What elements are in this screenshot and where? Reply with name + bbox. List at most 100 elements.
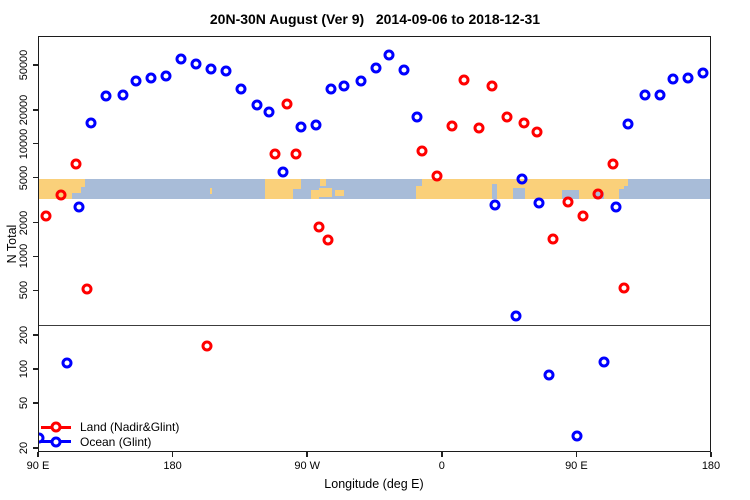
- x-axis-title: Longitude (deg E): [324, 477, 424, 491]
- land-segment: [415, 185, 422, 199]
- legend: Land (Nadir&Glint) Ocean (Glint): [41, 420, 179, 449]
- data-point-land: [201, 340, 212, 352]
- data-point-ocean: [235, 83, 247, 95]
- data-point-land: [281, 98, 293, 110]
- reference-line: [39, 324, 710, 327]
- land-segment: [593, 178, 605, 192]
- land-segment: [210, 187, 213, 194]
- y-tick-mark: [33, 64, 38, 66]
- legend-label-ocean: Ocean (Glint): [80, 434, 152, 449]
- data-point-ocean: [571, 430, 583, 442]
- data-point-ocean: [325, 83, 337, 95]
- legend-circle-icon: [50, 421, 62, 433]
- x-tick-label: 0: [438, 460, 445, 472]
- data-point-ocean: [516, 173, 528, 185]
- data-point-land: [518, 117, 530, 129]
- data-point-ocean: [355, 75, 367, 87]
- land-segment: [578, 178, 594, 199]
- data-point-ocean: [510, 310, 522, 322]
- x-tick-mark: [37, 452, 39, 457]
- land-segment: [311, 189, 319, 199]
- land-segment: [71, 178, 81, 193]
- data-point-land: [70, 158, 82, 170]
- data-point-ocean: [85, 117, 97, 129]
- data-point-ocean: [610, 201, 622, 213]
- y-tick-mark: [33, 221, 38, 224]
- land-segment: [421, 178, 493, 199]
- data-point-ocean: [398, 64, 410, 76]
- data-point-ocean: [543, 369, 555, 381]
- data-point-land: [416, 145, 428, 157]
- data-point-land: [577, 210, 589, 222]
- plot-area: Land (Nadir&Glint) Ocean (Glint): [38, 36, 711, 452]
- land-segment: [604, 178, 620, 199]
- data-point-land: [40, 210, 52, 222]
- y-tick-mark: [33, 368, 38, 370]
- x-tick-mark: [710, 452, 712, 457]
- legend-label-land: Land (Nadir&Glint): [80, 420, 180, 435]
- land-segment: [293, 178, 301, 189]
- data-point-ocean: [251, 99, 263, 111]
- land-segment: [320, 178, 327, 186]
- data-point-ocean: [598, 356, 610, 368]
- land-segment: [525, 178, 563, 199]
- world-map-strip: [39, 178, 710, 199]
- y-tick-label: 20: [18, 441, 30, 455]
- data-point-ocean: [277, 166, 289, 178]
- data-point-land: [431, 170, 443, 182]
- data-point-ocean: [130, 75, 142, 87]
- data-point-ocean: [295, 121, 307, 133]
- land-segment: [335, 189, 345, 196]
- data-point-ocean: [73, 201, 85, 213]
- land-segment: [318, 187, 333, 197]
- legend-circle-icon: [50, 436, 62, 448]
- legend-symbol-ocean: [41, 436, 71, 448]
- data-point-ocean: [383, 49, 395, 61]
- data-point-ocean: [175, 53, 187, 65]
- data-point-land: [290, 148, 302, 160]
- data-point-ocean: [205, 63, 217, 75]
- data-point-land: [322, 234, 334, 246]
- land-segment: [264, 178, 294, 199]
- data-point-land: [473, 122, 485, 134]
- x-tick-label: 90 E: [565, 460, 588, 472]
- y-tick-mark: [33, 109, 38, 111]
- data-point-land: [486, 80, 498, 92]
- data-point-land: [446, 120, 458, 132]
- x-tick-label: 180: [701, 460, 721, 472]
- y-tick-mark: [33, 142, 38, 145]
- x-tick-mark: [306, 452, 308, 457]
- data-point-ocean: [489, 199, 501, 211]
- y-tick-mark: [33, 447, 38, 449]
- y-tick-mark: [33, 334, 38, 336]
- data-point-land: [55, 189, 67, 201]
- x-tick-label: 90 W: [294, 460, 321, 472]
- data-point-ocean: [100, 90, 112, 102]
- data-point-ocean: [533, 197, 544, 209]
- x-tick-label: 90 E: [26, 460, 50, 472]
- data-point-land: [458, 74, 470, 86]
- data-point-land: [269, 148, 281, 160]
- land-segment: [622, 178, 629, 186]
- data-point-ocean: [654, 89, 666, 101]
- data-point-ocean: [697, 67, 709, 79]
- x-tick-mark: [575, 452, 578, 457]
- data-point-ocean: [667, 73, 679, 85]
- data-point-land: [81, 283, 93, 295]
- data-point-ocean: [682, 72, 694, 84]
- data-point-land: [313, 221, 325, 233]
- land-segment: [562, 178, 579, 190]
- data-point-land: [607, 158, 619, 170]
- data-point-ocean: [39, 432, 45, 444]
- data-point-ocean: [220, 65, 232, 77]
- data-point-land: [531, 126, 543, 138]
- y-tick-mark: [33, 176, 38, 179]
- land-segment: [492, 178, 497, 184]
- data-point-ocean: [411, 111, 423, 123]
- data-point-ocean: [190, 58, 202, 70]
- data-point-ocean: [263, 106, 275, 118]
- data-point-land: [547, 233, 559, 245]
- data-point-land: [618, 282, 630, 294]
- data-point-ocean: [310, 119, 322, 131]
